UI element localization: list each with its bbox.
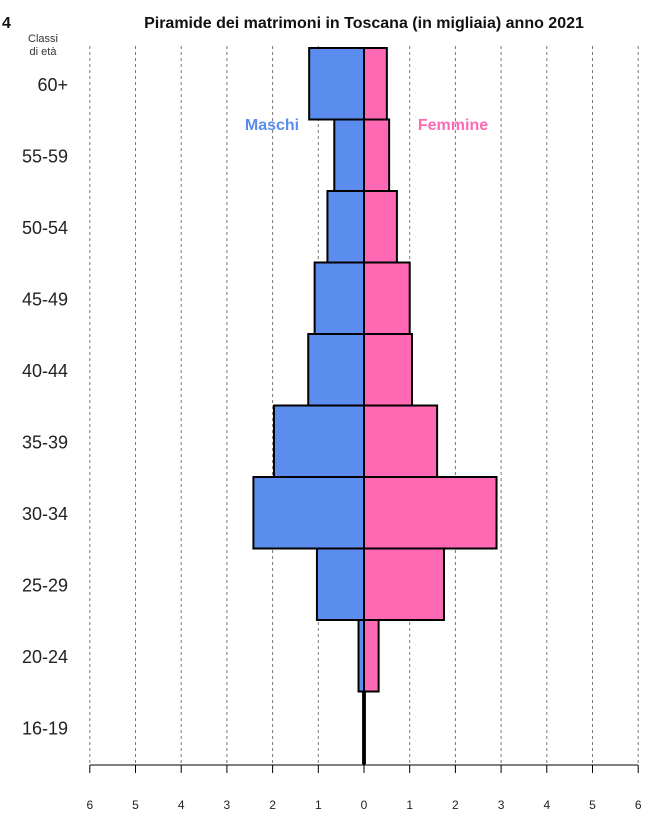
age-header-line-2: di età [30,46,58,58]
bar-femmine-30-34 [363,476,498,550]
x-tick-label: 3 [224,798,231,812]
x-tick-label: 1 [406,798,413,812]
x-tick-label: 4 [543,798,550,812]
x-axis: 6 5 4 3 2 1 0 1 2 3 4 5 6 [86,764,642,812]
category-label-50-54: 50-54 [22,218,68,238]
x-tick-label: 5 [132,798,139,812]
x-tick-label: 2 [452,798,459,812]
x-tick-label: 1 [315,798,322,812]
category-label-20-24: 20-24 [22,647,68,667]
category-label-60+: 60+ [37,75,68,95]
bar-maschi-45-49 [313,261,366,335]
x-tick-label: 4 [178,798,185,812]
x-tick-label: 2 [269,798,276,812]
bar-maschi-35-39 [272,404,366,478]
x-tick-label: 0 [361,798,368,812]
bar-femmine-45-49 [363,261,411,335]
bar-maschi-30-34 [252,476,366,550]
bar-maschi-55-59 [333,118,366,192]
bar-maschi-25-29 [315,547,365,621]
legend-maschi: Maschi [245,117,299,134]
category-label-30-34: 30-34 [22,504,68,524]
bar-femmine-60+ [363,47,388,121]
x-tick-label: 6 [86,798,93,812]
category-labels: 16-19 20-24 25-29 30-34 35-39 40-44 45-49 50-54… [22,75,68,739]
category-label-45-49: 45-49 [22,289,68,309]
corner-mark: 4 [2,15,11,32]
category-label-35-39: 35-39 [22,432,68,452]
bar-maschi-50-54 [326,190,366,264]
age-header-line-1: Classi [28,33,58,45]
bar-femmine-20-24 [363,619,380,693]
bar-femmine-35-39 [363,404,439,478]
x-tick-label: 6 [635,798,642,812]
x-tick-label: 3 [498,798,505,812]
bars-group [252,47,498,765]
category-label-55-59: 55-59 [22,146,68,166]
category-label-25-29: 25-29 [22,575,68,595]
chart-title: Piramide dei matrimoni in Toscana (in mi… [144,15,584,32]
x-tick-label: 5 [589,798,596,812]
bar-maschi-60+ [308,47,366,121]
category-label-40-44: 40-44 [22,361,68,381]
bar-femmine-25-29 [363,547,445,621]
bar-femmine-40-44 [363,333,413,407]
legend-femmine: Femmine [418,117,488,134]
category-label-16-19: 16-19 [22,718,68,738]
bar-maschi-40-44 [307,333,366,407]
bar-femmine-55-59 [363,118,391,192]
bar-femmine-50-54 [363,190,398,264]
